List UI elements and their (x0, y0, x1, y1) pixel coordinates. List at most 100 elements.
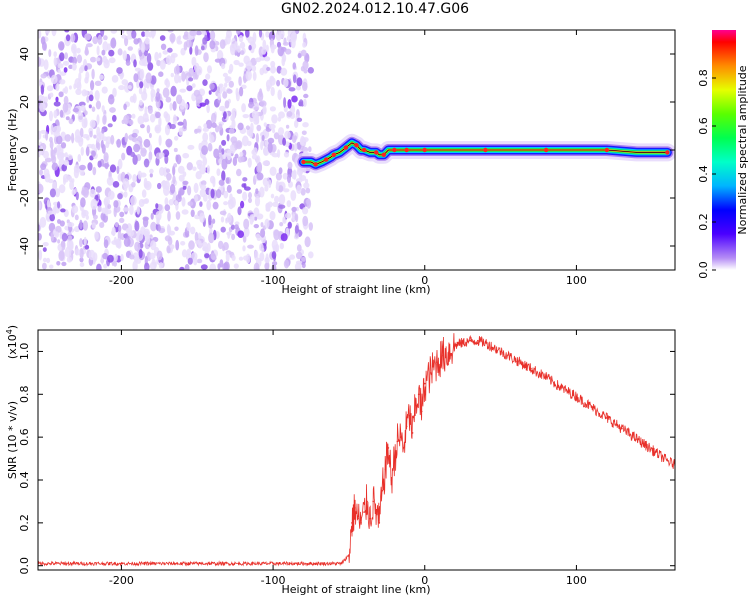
snr-point (363, 511, 365, 513)
noise-speckle (182, 34, 190, 40)
bottom-y-tick-label: 0.2 (18, 514, 31, 532)
noise-speckle (123, 114, 130, 125)
noise-speckle (195, 30, 203, 36)
noise-speckle (259, 186, 265, 198)
noise-speckle (156, 60, 162, 67)
noise-speckle (216, 86, 221, 93)
noise-speckle (167, 47, 173, 53)
noise-speckle (208, 232, 215, 244)
signal-point (374, 150, 379, 155)
noise-speckle (215, 189, 222, 199)
noise-speckle (148, 132, 152, 139)
noise-speckle (302, 122, 309, 128)
noise-speckle (174, 200, 179, 206)
noise-speckle (100, 212, 106, 221)
noise-speckle (174, 226, 179, 232)
noise-speckle (205, 73, 211, 80)
noise-speckle (280, 233, 288, 242)
noise-speckle (238, 35, 244, 43)
noise-speckle (251, 65, 257, 72)
noise-speckle (297, 52, 302, 59)
noise-speckle (42, 242, 49, 247)
snr-point (378, 522, 381, 524)
noise-speckle (247, 244, 254, 249)
noise-speckle (91, 68, 95, 80)
noise-speckle (84, 244, 90, 250)
noise-speckle (278, 204, 286, 209)
noise-speckle (49, 140, 54, 150)
noise-speckle (210, 252, 216, 260)
noise-speckle (271, 263, 277, 270)
noise-speckle (134, 67, 141, 72)
noise-speckle (260, 222, 264, 228)
noise-speckle (101, 207, 107, 214)
noise-speckle (219, 210, 227, 216)
noise-speckle (101, 49, 106, 56)
noise-speckle (296, 244, 302, 252)
noise-speckle (97, 34, 103, 46)
top-x-axis-label: Height of straight line (km) (281, 283, 430, 296)
noise-speckle (270, 86, 275, 97)
snr-point (606, 417, 608, 419)
noise-speckle (90, 80, 95, 91)
noise-speckle (68, 118, 74, 125)
noise-speckle (203, 123, 208, 129)
noise-speckle (132, 260, 138, 270)
snr-point (575, 395, 578, 398)
noise-speckle (68, 85, 72, 90)
signal-point (483, 147, 488, 153)
noise-speckle (278, 230, 283, 237)
noise-speckle (287, 174, 291, 184)
noise-speckle (56, 261, 61, 266)
noise-speckle (97, 205, 102, 213)
top-y-tick-label: -20 (18, 189, 31, 207)
noise-speckle (194, 194, 199, 203)
noise-speckle (265, 44, 269, 53)
noise-speckle (59, 71, 67, 76)
noise-speckle (262, 160, 270, 166)
noise-speckle (143, 118, 150, 122)
noise-speckle (92, 166, 97, 176)
noise-speckle (295, 213, 299, 223)
noise-speckle (210, 188, 215, 199)
noise-speckle (137, 115, 145, 125)
signal-point (331, 152, 336, 157)
noise-speckle (242, 191, 248, 201)
noise-speckle (86, 43, 93, 48)
noise-speckle (43, 168, 50, 178)
snr-point (423, 382, 426, 385)
noise-speckle (133, 59, 137, 68)
noise-speckle (294, 262, 302, 270)
colorbar-ticks: 0.0 0.2 0.4 0.6 0.8 (697, 69, 716, 279)
noise-speckle (58, 91, 64, 98)
noise-speckle (119, 211, 125, 218)
noise-speckle (137, 170, 142, 180)
noise-speckle (51, 162, 59, 171)
noise-speckle (209, 83, 215, 90)
noise-speckle (132, 252, 140, 261)
noise-speckle (113, 206, 117, 218)
noise-speckle (74, 214, 79, 221)
noise-speckle (95, 57, 101, 62)
noise-speckle (154, 51, 159, 62)
noise-speckle (195, 93, 203, 104)
noise-speckle (287, 161, 293, 169)
noise-speckle (143, 138, 151, 148)
noise-speckle (79, 164, 86, 171)
noise-speckle (255, 233, 261, 239)
noise-speckle (204, 98, 210, 105)
noise-speckle (132, 154, 138, 165)
colorbar-tick-label: 0.6 (697, 117, 710, 135)
noise-speckle (51, 30, 57, 37)
noise-speckle (57, 63, 64, 69)
noise-speckle (235, 140, 243, 150)
noise-speckle (252, 71, 257, 81)
noise-speckle (174, 135, 179, 141)
noise-speckle (257, 90, 264, 102)
noise-speckle (187, 185, 192, 196)
noise-speckle (242, 177, 248, 182)
snr-frame (37, 329, 676, 571)
noise-speckle (130, 195, 137, 206)
bottom-y-tick-label: 0.8 (18, 386, 31, 404)
noise-speckle (106, 176, 114, 186)
